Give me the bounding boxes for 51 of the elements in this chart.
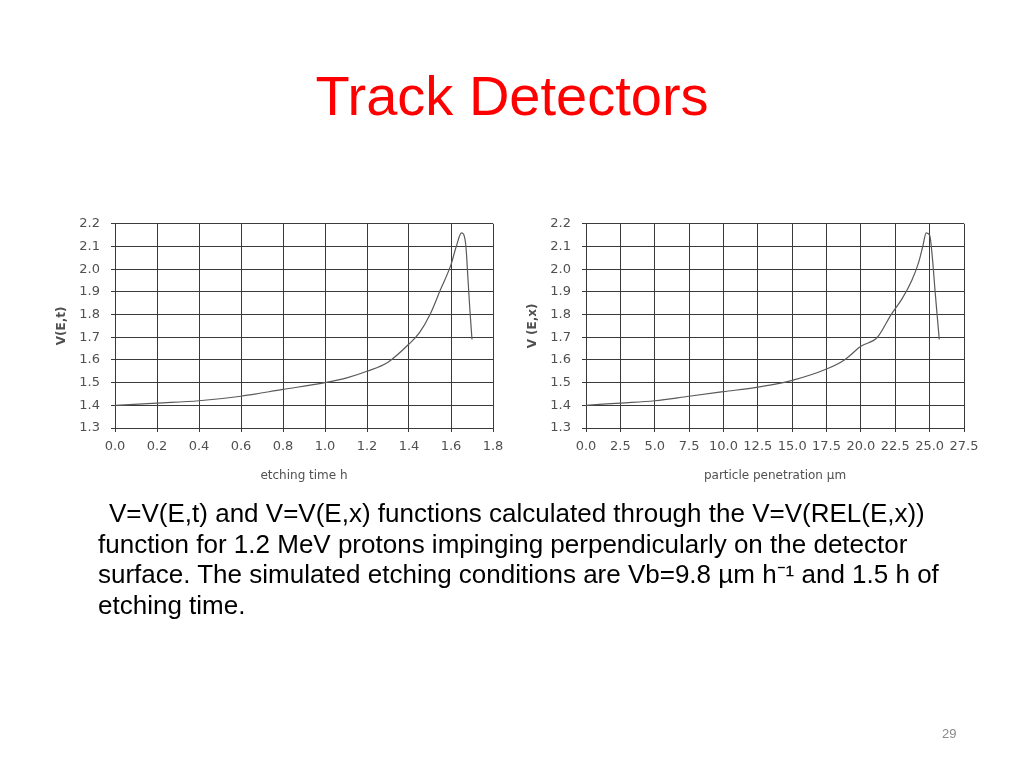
y-tick-label: 2.0: [79, 260, 100, 276]
x-tick-label: 1.0: [314, 438, 336, 454]
x-tick-label: 17.5: [812, 438, 842, 454]
x-tick-label: 0.2: [146, 438, 168, 454]
x-tick-label: 7.5: [678, 438, 700, 454]
x-tick-label: 20.0: [846, 438, 876, 454]
x-tick-label: 27.5: [949, 438, 979, 454]
line-series: [115, 232, 473, 406]
y-tick-label: 1.3: [79, 419, 100, 435]
y-tick-label: 1.4: [550, 396, 571, 412]
x-tick-label: 0.8: [272, 438, 294, 454]
y-tick-label: 1.9: [79, 283, 100, 299]
x-tick-label: 5.0: [644, 438, 666, 454]
x-tick-label: 0.6: [230, 438, 252, 454]
x-tick-label: 12.5: [743, 438, 773, 454]
x-tick-label: 10.0: [708, 438, 738, 454]
x-axis-title: particle penetration µm: [703, 467, 847, 482]
y-tick-label: 1.8: [550, 305, 571, 321]
x-tick-label: 1.8: [482, 438, 504, 454]
x-tick-label: 1.2: [356, 438, 378, 454]
x-tick-label: 15.0: [777, 438, 807, 454]
y-tick-label: 2.2: [79, 215, 100, 231]
y-tick-label: 1.3: [550, 419, 571, 435]
text: V=V(E,t) and V=V(E,x) functions calculated through the V=V(REL(E,x)) function for 1.2 MeV protons impinging perpendicularly on the detector surface. The simulated etching conditions are Vb=9.8 µm h⁻¹ and 1.5 h of etching time.: [98, 498, 940, 620]
y-tick-label: 1.4: [79, 396, 100, 412]
x-tick-label: 0.4: [188, 438, 210, 454]
x-tick-label: 25.0: [915, 438, 945, 454]
x-axis-title: etching time h: [260, 467, 348, 482]
y-tick-label: 1.6: [79, 351, 100, 367]
y-tick-label: 2.1: [550, 237, 571, 253]
y-axis-title: V(E,t): [54, 306, 69, 346]
line-series: [586, 232, 940, 406]
y-tick-label: 2.0: [550, 260, 571, 276]
y-tick-label: 1.7: [550, 328, 571, 344]
y-tick-label: 1.6: [550, 351, 571, 367]
y-tick-label: 2.1: [79, 237, 100, 253]
text: 29: [942, 726, 957, 741]
y-tick-label: 1.5: [550, 374, 571, 389]
x-tick-label: 22.5: [880, 438, 910, 454]
y-tick-label: 2.2: [550, 215, 571, 231]
y-tick-label: 1.7: [79, 328, 100, 344]
y-tick-label: 1.9: [550, 283, 571, 299]
x-tick-label: 1.6: [440, 438, 462, 454]
y-axis-title: V (E,x): [525, 303, 540, 349]
text: Track Detectors: [314, 64, 710, 128]
x-tick-label: 0.0: [575, 438, 597, 454]
y-tick-label: 1.5: [79, 374, 100, 389]
x-tick-label: 0.0: [104, 438, 126, 454]
y-tick-label: 1.8: [79, 305, 100, 321]
x-tick-label: 1.4: [398, 438, 420, 454]
x-tick-label: 2.5: [610, 438, 631, 454]
